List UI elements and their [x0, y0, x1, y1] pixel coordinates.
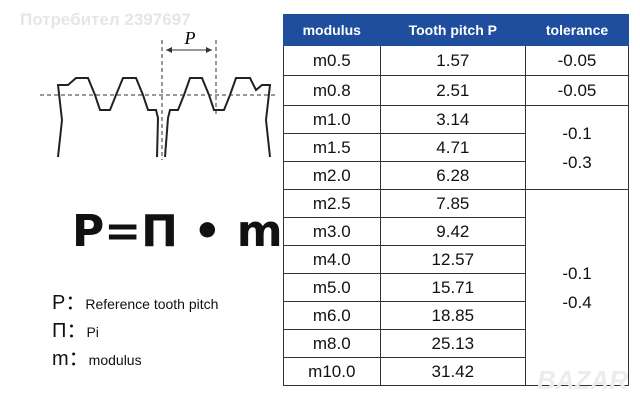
legend-text: modulus [88, 352, 142, 368]
table-row: m5.0 15.71 [283, 273, 629, 302]
table-row: m2.0 6.28 [283, 161, 629, 190]
modulus-cell: m10.0 [283, 357, 381, 386]
pitch-cell: 3.14 [379, 105, 527, 134]
table-row: m6.0 18.85 [283, 301, 629, 330]
tolerance-value: -0.1 [562, 123, 592, 143]
tolerance-cell: -0.1 -0.3 [525, 105, 629, 190]
legend-item: P：Reference tooth pitch [52, 286, 218, 315]
table-row: m10.0 31.42 [283, 357, 629, 386]
legend-text: Reference tooth pitch [85, 296, 219, 312]
pitch-cell: 15.71 [379, 273, 527, 302]
tolerance-cell: -0.1 -0.4 [525, 189, 629, 386]
pitch-cell: 7.85 [379, 189, 527, 218]
tolerance-value: -0.3 [562, 152, 592, 172]
modulus-cell: m6.0 [283, 301, 381, 330]
pitch-cell: 6.28 [379, 161, 527, 190]
modulus-cell: m0.5 [283, 45, 381, 76]
modulus-cell: m2.5 [283, 189, 381, 218]
legend-symbol: P： [52, 292, 86, 314]
pitch-cell: 31.42 [379, 357, 527, 386]
table-row: m0.5 1.57 -0.05 [283, 45, 629, 76]
tolerance-value: -0.1 [562, 263, 592, 283]
tolerance-value: -0.05 [557, 51, 597, 70]
table-row: m0.8 2.51 -0.05 [283, 75, 629, 106]
watermark: Потребител 2397697 [20, 10, 191, 29]
modulus-cell: m3.0 [283, 217, 381, 246]
table-row: m1.5 4.71 [283, 133, 629, 162]
table-row: m3.0 9.42 [283, 217, 629, 246]
pitch-cell: 18.85 [379, 301, 527, 330]
pitch-cell: 2.51 [379, 75, 527, 106]
modulus-cell: m1.0 [283, 105, 381, 134]
table-row: m2.5 7.85 -0.1 -0.4 [283, 189, 629, 386]
pitch-cell: 1.57 [379, 45, 527, 76]
modulus-cell: m0.8 [283, 75, 381, 106]
table-row: m1.0 3.14 -0.1 -0.3 [283, 105, 629, 190]
pitch-cell: 25.13 [379, 329, 527, 358]
modulus-cell: m1.5 [283, 133, 381, 162]
pitch-cell: 12.57 [379, 245, 527, 274]
tolerance-value: -0.4 [562, 292, 592, 312]
formula: P=Π • m [72, 206, 283, 257]
legend-text: Pi [86, 324, 99, 340]
legend-item: Π：Pi [52, 314, 99, 343]
tolerance-cell: -0.05 [525, 75, 629, 106]
rack-diagram: P [40, 28, 275, 160]
pitch-label: P [184, 28, 196, 48]
legend-item: m：modulus [52, 342, 142, 371]
table-row: m4.0 12.57 [283, 245, 629, 274]
modulus-cell: m8.0 [283, 329, 381, 358]
tolerance-value: -0.05 [557, 81, 597, 100]
modulus-cell: m4.0 [283, 245, 381, 274]
legend-symbol: Π： [52, 320, 87, 342]
table-row: m8.0 25.13 [283, 329, 629, 358]
legend-symbol: m： [52, 348, 89, 370]
header-cell: tolerance [525, 14, 629, 46]
tolerance-cell: -0.05 [525, 45, 629, 76]
corner-watermark: BAZAR [537, 365, 628, 395]
header-cell: Tooth pitch P [379, 14, 527, 46]
header-cell: modulus [283, 14, 381, 46]
pitch-cell: 9.42 [379, 217, 527, 246]
modulus-cell: m2.0 [283, 161, 381, 190]
modulus-cell: m5.0 [283, 273, 381, 302]
pitch-cell: 4.71 [379, 133, 527, 162]
